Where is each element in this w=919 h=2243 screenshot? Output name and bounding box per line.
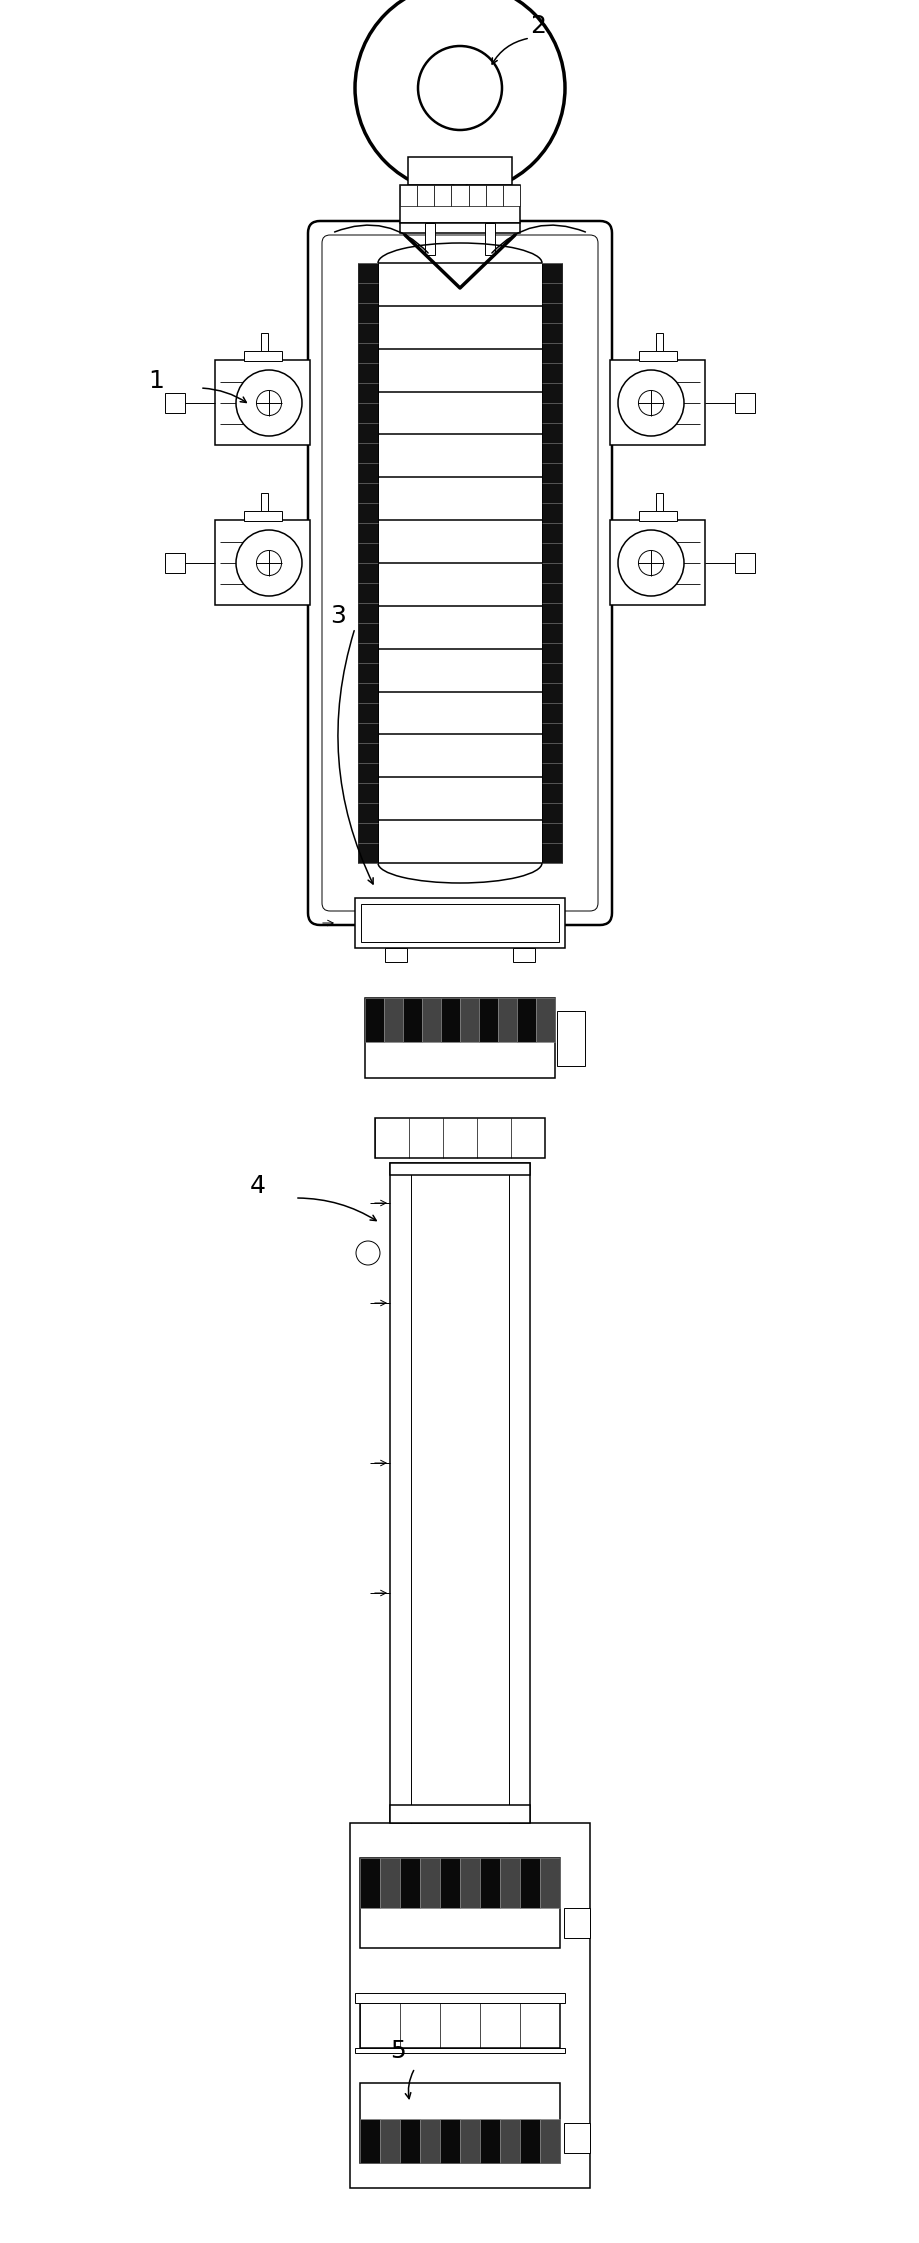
Bar [735, 393, 755, 413]
Bar [360, 2120, 380, 2162]
Bar [486, 184, 503, 206]
Circle shape [236, 529, 302, 597]
Bar [360, 1857, 560, 1947]
Bar [384, 998, 403, 1043]
Bar [420, 2120, 440, 2162]
Circle shape [236, 370, 302, 435]
Bar [639, 511, 676, 520]
Bar [408, 157, 512, 184]
Bar [244, 350, 281, 361]
Bar [564, 1909, 590, 1938]
Bar [360, 1857, 380, 1907]
Text: 2: 2 [530, 13, 546, 38]
Bar [350, 1824, 590, 2187]
Bar [390, 1164, 530, 1824]
Bar [361, 904, 559, 942]
Bar [380, 2120, 400, 2162]
Circle shape [356, 1240, 380, 1265]
Bar [479, 998, 498, 1043]
Bar [540, 2120, 560, 2162]
Bar [440, 1857, 460, 1907]
Bar [460, 1857, 480, 1907]
Bar [261, 493, 268, 511]
Bar [400, 222, 520, 233]
Bar [420, 1857, 440, 1907]
Bar [261, 332, 268, 350]
Bar [390, 1164, 530, 1175]
Bar [365, 998, 384, 1043]
Bar [360, 2003, 560, 2048]
Text: 1: 1 [148, 370, 164, 393]
Bar [639, 350, 676, 361]
Bar [480, 1857, 500, 1907]
Bar [400, 184, 520, 222]
Text: 3: 3 [330, 603, 346, 628]
Bar [425, 222, 435, 256]
Bar [422, 998, 441, 1043]
Bar [435, 184, 451, 206]
Bar [365, 998, 555, 1079]
Circle shape [256, 550, 281, 576]
Bar [460, 2120, 480, 2162]
Bar [355, 2048, 565, 2052]
Bar [355, 1994, 565, 2003]
Bar [385, 949, 407, 962]
Circle shape [418, 47, 502, 130]
Bar [536, 998, 555, 1043]
Bar [460, 998, 479, 1043]
Bar [358, 262, 378, 864]
Bar [469, 184, 486, 206]
Bar [564, 2124, 590, 2153]
Bar [485, 222, 495, 256]
Bar [517, 998, 536, 1043]
Circle shape [618, 529, 684, 597]
Bar [244, 511, 281, 520]
Circle shape [256, 390, 281, 415]
Bar [400, 1857, 420, 1907]
Bar [557, 1012, 585, 1065]
Bar [355, 897, 565, 949]
Circle shape [355, 0, 565, 193]
Bar [441, 998, 460, 1043]
Bar [735, 554, 755, 572]
Bar [390, 1806, 530, 1824]
Bar [165, 393, 185, 413]
Bar [503, 184, 520, 206]
Bar [542, 262, 562, 864]
Bar [500, 1857, 520, 1907]
Bar [375, 1117, 545, 1157]
Bar [610, 520, 705, 606]
Circle shape [639, 550, 664, 576]
Bar [655, 493, 664, 511]
Bar [400, 184, 417, 206]
Bar [540, 1857, 560, 1907]
Bar [498, 998, 517, 1043]
Bar [520, 2120, 540, 2162]
Circle shape [618, 370, 684, 435]
Bar [165, 554, 185, 572]
Bar [417, 184, 435, 206]
Text: 5: 5 [390, 2039, 406, 2064]
Bar [360, 2084, 560, 2162]
FancyBboxPatch shape [308, 222, 612, 924]
Bar [440, 2120, 460, 2162]
Text: 4: 4 [250, 1173, 266, 1198]
Bar [380, 1857, 400, 1907]
Bar [215, 359, 310, 444]
Bar [215, 520, 310, 606]
Bar [520, 1857, 540, 1907]
Bar [513, 949, 535, 962]
Bar [451, 184, 469, 206]
Circle shape [639, 390, 664, 415]
Bar [375, 27, 545, 148]
Bar [610, 359, 705, 444]
Bar [400, 2120, 420, 2162]
Bar [500, 2120, 520, 2162]
Bar [655, 332, 664, 350]
Bar [480, 2120, 500, 2162]
Bar [403, 998, 422, 1043]
